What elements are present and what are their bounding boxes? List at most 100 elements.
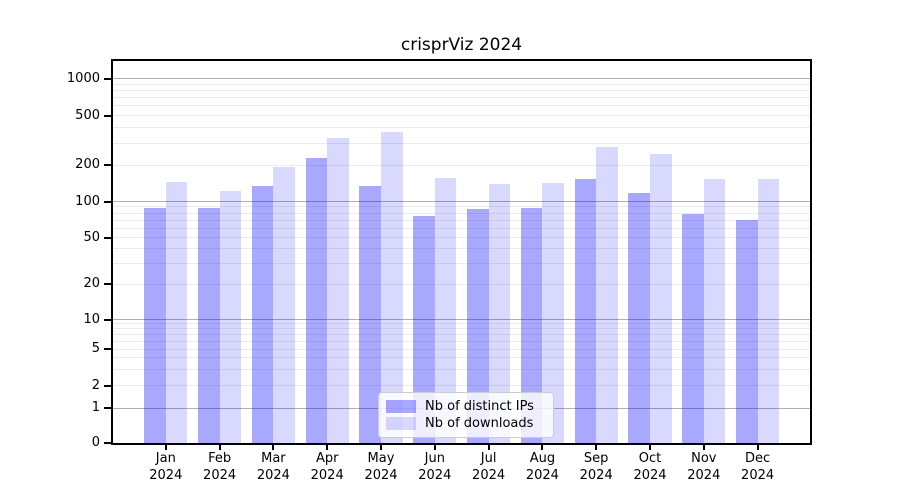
y-tick-50 [104, 236, 111, 239]
bar-downloads-aug [542, 182, 565, 443]
y-tick-label-100: 100 [75, 193, 100, 209]
y-tick-1000 [104, 77, 111, 80]
bar-ips-may [359, 186, 381, 443]
bar-ips-jan [144, 208, 166, 443]
bar-downloads-nov [703, 179, 726, 443]
gridline-minor-5 [113, 348, 810, 350]
y-tick-2 [104, 384, 111, 387]
bar-downloads-jun [434, 178, 457, 443]
bar-downloads-feb [219, 191, 242, 443]
gridline-major-100 [113, 201, 810, 202]
y-tick-10 [104, 318, 111, 321]
y-tick-5 [104, 348, 111, 350]
gridline-minor-8 [113, 328, 810, 330]
gridline-minor-50 [113, 237, 810, 238]
y-tick-label-500: 500 [75, 107, 100, 123]
x-tick-jul [487, 444, 490, 450]
y-tick-200 [104, 164, 111, 166]
gridline-minor-2 [113, 385, 810, 387]
gridline-major-1000 [113, 78, 810, 80]
x-tick-feb [218, 444, 221, 450]
x-tick-label-mar: Mar 2024 [256, 451, 290, 483]
x-tick-label-may: May 2024 [364, 451, 398, 483]
x-tick-label-aug: Aug 2024 [525, 451, 559, 483]
bar-downloads-may [381, 131, 403, 443]
x-tick-aug [541, 444, 544, 450]
x-tick-label-apr: Apr 2024 [310, 451, 344, 483]
y-tick-1 [104, 407, 111, 410]
legend-item-downloads: Nb of downloads [386, 416, 545, 431]
gridline-minor-90 [113, 206, 810, 208]
legend-item-distinct-ips: Nb of distinct IPs [386, 399, 545, 414]
y-tick-label-50: 50 [83, 229, 100, 245]
legend-swatch-distinct-ips [386, 400, 416, 413]
gridline-minor-400 [113, 127, 810, 129]
gridline-minor-600 [113, 105, 810, 107]
y-tick-label-20: 20 [83, 276, 100, 292]
y-tick-label-5: 5 [91, 341, 100, 356]
bar-ips-mar [251, 186, 274, 443]
bar-downloads-dec [757, 178, 780, 443]
bar-downloads-oct [650, 154, 672, 443]
bar-ips-apr [305, 157, 328, 443]
gridline-minor-700 [113, 97, 810, 99]
x-tick-dec [756, 444, 759, 450]
x-tick-may [380, 444, 382, 450]
x-tick-jan [164, 444, 167, 450]
bar-downloads-mar [273, 166, 296, 443]
y-tick-100 [104, 200, 111, 203]
y-tick-500 [104, 114, 111, 117]
y-tick-label-0: 0 [91, 435, 100, 450]
y-tick-label-1000: 1000 [66, 70, 100, 86]
bar-ips-sep [574, 179, 597, 443]
x-tick-jun [433, 444, 436, 450]
x-tick-label-dec: Dec 2024 [741, 451, 775, 483]
x-tick-label-nov: Nov 2024 [687, 451, 721, 483]
gridline-minor-60 [113, 227, 810, 229]
gridline-minor-9 [113, 323, 810, 325]
bar-downloads-jan [165, 181, 188, 443]
gridline-major-10 [113, 319, 810, 320]
gridline-minor-3 [113, 368, 810, 370]
chart-title: crisprViz 2024 [400, 35, 523, 55]
gridline-minor-4 [113, 357, 810, 359]
bar-ips-jun [413, 216, 435, 443]
gridline-minor-30 [113, 263, 810, 265]
y-tick-20 [104, 283, 111, 286]
legend-label-downloads: Nb of downloads [425, 416, 534, 431]
bar-ips-dec [735, 220, 758, 443]
gridline-minor-900 [113, 83, 810, 85]
gridline-minor-6 [113, 340, 810, 342]
bar-ips-nov [682, 214, 704, 443]
y-tick-label-10: 10 [83, 311, 100, 327]
x-tick-label-jul: Jul 2024 [472, 451, 506, 483]
legend-swatch-downloads [386, 417, 416, 430]
x-tick-nov [702, 444, 705, 450]
legend: Nb of distinct IPs Nb of downloads [378, 392, 554, 438]
bar-ips-feb [197, 208, 220, 443]
bar-ips-oct [628, 193, 650, 443]
gridline-minor-70 [113, 219, 810, 221]
x-tick-apr [326, 444, 329, 450]
bar-downloads-apr [327, 138, 349, 443]
y-tick-label-1: 1 [91, 400, 100, 416]
x-tick-label-oct: Oct 2024 [633, 451, 667, 483]
x-tick-mar [272, 444, 275, 450]
y-tick-label-200: 200 [75, 157, 100, 172]
x-tick-label-jun: Jun 2024 [418, 451, 452, 483]
x-tick-sep [595, 444, 598, 450]
x-tick-label-jan: Jan 2024 [149, 451, 183, 483]
gridline-minor-40 [113, 248, 810, 250]
bar-ips-jul [466, 209, 489, 443]
y-tick-label-2: 2 [91, 377, 100, 393]
x-tick-label-sep: Sep 2024 [579, 451, 613, 483]
gridline-minor-200 [113, 164, 810, 166]
gridline-minor-7 [113, 334, 810, 336]
legend-label-distinct-ips: Nb of distinct IPs [425, 399, 534, 414]
x-tick-oct [649, 444, 651, 450]
gridline-minor-80 [113, 212, 810, 214]
x-tick-label-feb: Feb 2024 [203, 451, 237, 483]
gridline-minor-800 [113, 90, 810, 92]
bar-downloads-jul [488, 183, 511, 443]
